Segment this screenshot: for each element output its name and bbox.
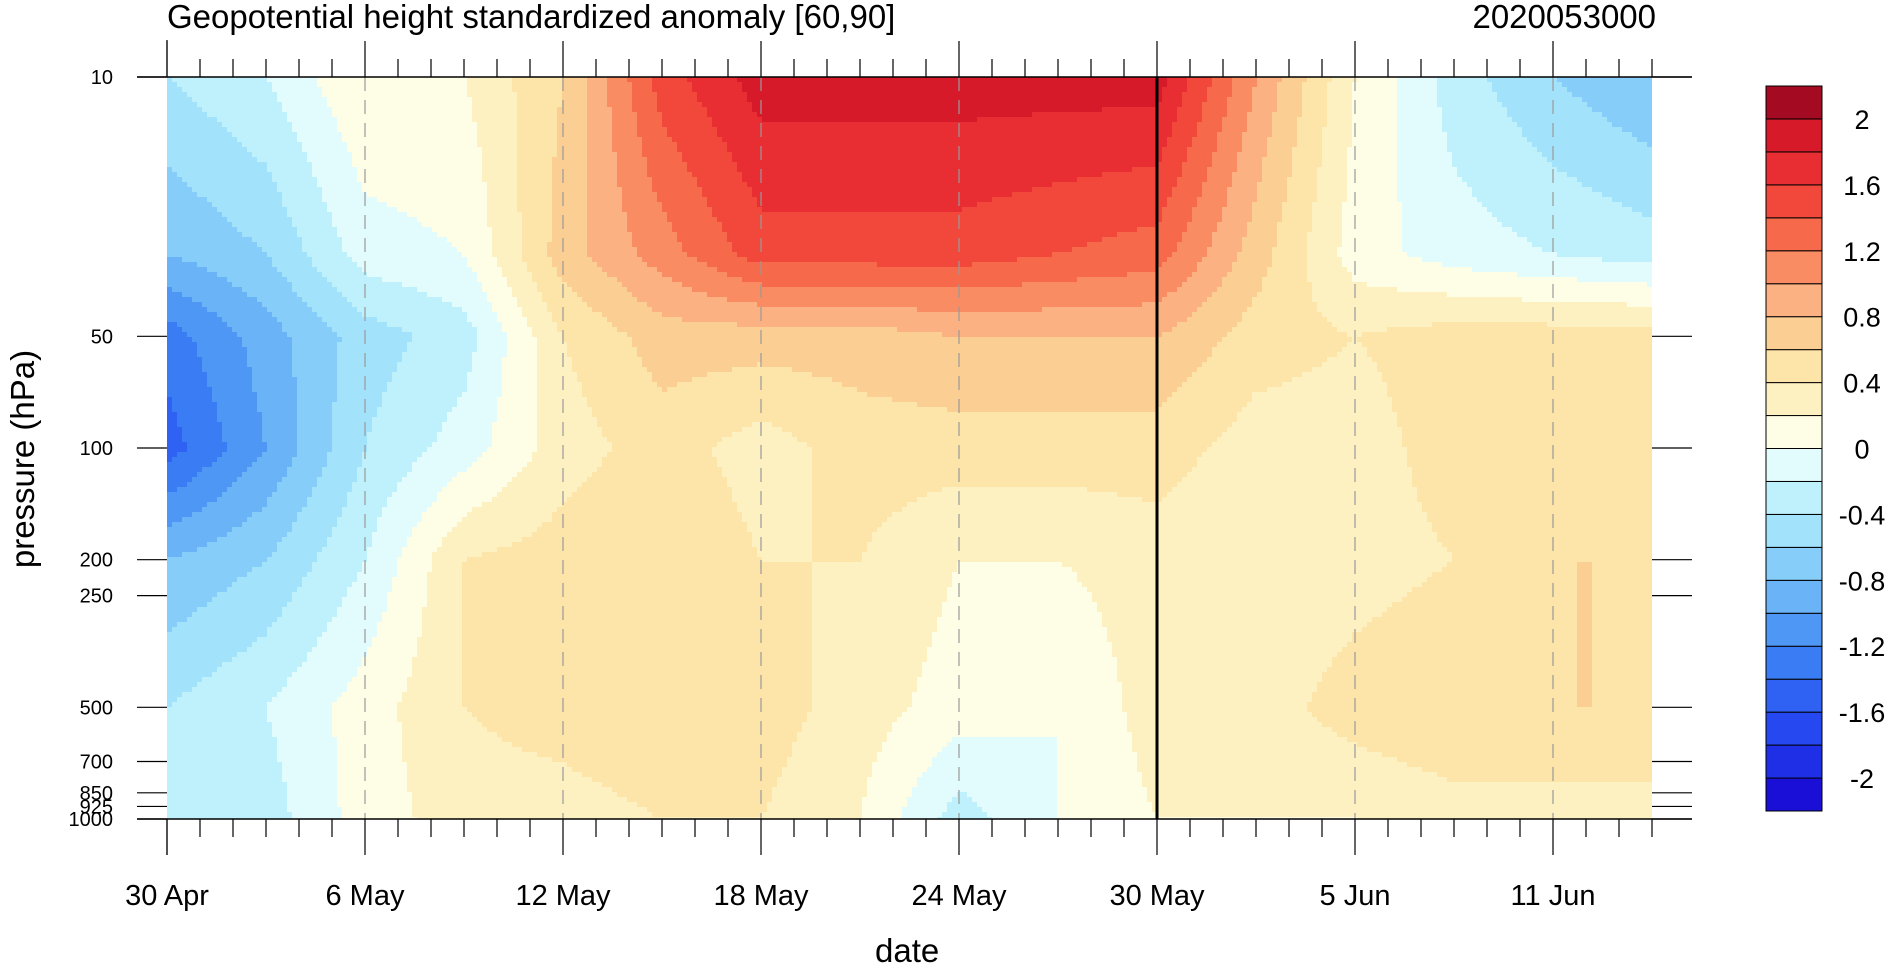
colorbar-swatch	[1766, 218, 1822, 251]
colorbar-label: -2	[1850, 764, 1874, 794]
colorbar-swatch	[1766, 514, 1822, 547]
y-tick-label: 50	[91, 326, 113, 348]
colorbar-label: 0.8	[1843, 303, 1881, 333]
colorbar-label: 1.2	[1843, 237, 1881, 267]
colorbar-swatch	[1766, 383, 1822, 416]
x-axis-title: date	[875, 932, 939, 970]
y-tick-label: 1000	[69, 809, 114, 831]
colorbar-label: -0.8	[1839, 566, 1886, 596]
colorbar-swatch	[1766, 646, 1822, 679]
colorbar-swatch	[1766, 86, 1822, 119]
colorbar-label: 0.4	[1843, 369, 1881, 399]
x-tick-label: 12 May	[515, 880, 611, 912]
colorbar-swatch	[1766, 152, 1822, 185]
colorbar-swatch	[1766, 251, 1822, 284]
colorbar: 2 1.6 1.2 0.8 0.4 0 -0.4 -0.8 -1.2 -1.6 -2	[1766, 86, 1885, 811]
y-tick-label: 100	[80, 438, 113, 460]
colorbar-swatch	[1766, 613, 1822, 646]
colorbar-swatch	[1766, 745, 1822, 778]
colorbar-label: -1.2	[1839, 632, 1886, 662]
colorbar-swatch	[1766, 449, 1822, 482]
x-tick-label: 5 Jun	[1320, 880, 1391, 912]
colorbar-swatch	[1766, 481, 1822, 514]
colorbar-swatch	[1766, 284, 1822, 317]
colorbar-swatch	[1766, 317, 1822, 350]
colorbar-swatch	[1766, 119, 1822, 152]
colorbar-swatch	[1766, 712, 1822, 745]
y-tick-label: 700	[80, 752, 113, 774]
anomaly-contour-field	[167, 77, 1653, 823]
x-tick-label: 30 May	[1109, 880, 1205, 912]
x-tick-label: 11 Jun	[1511, 880, 1596, 912]
colorbar-label: 0	[1854, 435, 1869, 465]
y-tick-label: 500	[80, 697, 113, 719]
colorbar-swatch	[1766, 679, 1822, 712]
colorbar-swatch	[1766, 580, 1822, 613]
colorbar-label: 2	[1854, 105, 1869, 135]
colorbar-swatch	[1766, 416, 1822, 449]
colorbar-swatch	[1766, 778, 1822, 811]
x-tick-label: 24 May	[911, 880, 1007, 912]
colorbar-label: -1.6	[1839, 698, 1886, 728]
x-tick-label: 30 Apr	[125, 880, 209, 912]
y-tick-label: 10	[91, 67, 113, 89]
y-tick-label: 200	[80, 550, 113, 572]
y-tick-label: 250	[80, 586, 113, 608]
colorbar-swatch	[1766, 350, 1822, 383]
x-tick-label: 6 May	[326, 880, 405, 912]
colorbar-swatch	[1766, 547, 1822, 580]
colorbar-label: -0.4	[1839, 500, 1886, 530]
y-axis-title: pressure (hPa)	[4, 344, 42, 574]
colorbar-swatch	[1766, 185, 1822, 218]
colorbar-label: 1.6	[1843, 171, 1881, 201]
x-tick-label: 18 May	[713, 880, 809, 912]
